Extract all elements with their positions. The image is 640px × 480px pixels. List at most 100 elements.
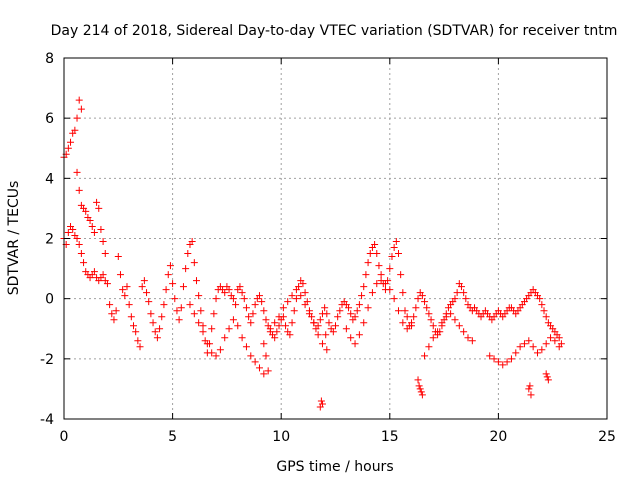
data-point-0-5 — [71, 126, 79, 134]
data-point-0-347 — [544, 376, 552, 384]
data-point-0-164 — [373, 250, 381, 258]
data-point-0-289 — [368, 289, 376, 297]
data-point-0-239 — [536, 295, 544, 303]
data-point-0-7 — [75, 186, 83, 194]
data-point-0-344 — [527, 391, 535, 399]
data-point-0-50 — [125, 301, 133, 309]
data-point-0-67 — [162, 286, 170, 294]
data-point-0-144 — [329, 328, 337, 336]
x-tick-label-3: 15 — [381, 429, 399, 445]
data-point-0-174 — [394, 250, 402, 258]
data-point-0-317 — [512, 349, 520, 357]
data-point-0-248 — [555, 334, 563, 342]
data-point-0-342 — [525, 385, 533, 393]
data-point-0-283 — [342, 325, 350, 333]
data-point-0-252 — [195, 319, 203, 327]
data-point-0-272 — [279, 304, 287, 312]
data-point-0-103 — [240, 295, 248, 303]
data-point-0-300 — [425, 343, 433, 351]
data-point-0-343 — [526, 382, 534, 390]
data-point-0-82 — [195, 292, 203, 300]
data-point-0-26 — [73, 235, 81, 242]
data-point-0-57 — [140, 277, 148, 285]
data-point-0-170 — [386, 265, 394, 273]
data-point-0-340 — [417, 388, 425, 396]
data-point-0-176 — [399, 289, 407, 297]
data-point-0-22 — [64, 228, 72, 236]
data-point-0-125 — [288, 319, 296, 327]
data-point-0-255 — [208, 349, 216, 357]
data-point-0-320 — [525, 337, 533, 345]
data-point-0-171 — [388, 253, 396, 261]
data-point-0-104 — [242, 304, 250, 312]
data-point-0-284 — [347, 334, 355, 342]
data-point-0-279 — [310, 319, 318, 327]
data-point-0-161 — [366, 250, 374, 258]
data-point-0-145 — [332, 322, 339, 330]
data-point-0-142 — [325, 319, 333, 327]
data-point-0-286 — [355, 331, 363, 339]
data-point-0-336 — [322, 331, 330, 339]
data-point-0-98 — [229, 295, 237, 303]
data-point-0-160 — [364, 259, 372, 267]
data-point-0-190 — [429, 322, 437, 330]
data-point-0-296 — [399, 319, 407, 327]
data-point-0-305 — [447, 310, 455, 318]
data-point-0-15 — [93, 198, 101, 206]
data-point-0-273 — [284, 298, 292, 306]
data-point-0-71 — [171, 295, 179, 303]
data-point-0-269 — [266, 325, 274, 333]
data-point-0-70 — [169, 280, 177, 288]
data-point-0-304 — [442, 313, 450, 321]
data-point-0-185 — [418, 292, 426, 300]
data-point-0-29 — [80, 259, 88, 267]
data-point-0-34 — [90, 268, 98, 276]
data-point-0-28 — [77, 250, 85, 258]
data-point-0-298 — [408, 322, 416, 330]
data-point-0-108 — [251, 301, 259, 309]
data-point-0-337 — [414, 376, 422, 384]
data-point-0-285 — [351, 340, 359, 348]
data-point-0-90 — [212, 295, 220, 303]
data-point-0-331 — [260, 340, 268, 348]
data-point-0-287 — [360, 319, 368, 327]
data-point-0-89 — [210, 310, 218, 318]
data-point-0-60 — [147, 310, 155, 318]
data-point-0-188 — [425, 310, 433, 318]
data-point-0-321 — [529, 343, 537, 351]
data-point-0-332 — [262, 352, 270, 360]
data-point-0-151 — [345, 304, 353, 312]
data-point-0-94 — [221, 289, 229, 297]
data-point-0-271 — [275, 313, 283, 321]
data-point-0-126 — [290, 307, 298, 315]
y-tick-label-5: 6 — [45, 111, 54, 127]
data-point-0-63 — [153, 334, 161, 342]
data-point-0-201 — [453, 289, 461, 297]
data-point-0-141 — [323, 310, 331, 318]
data-point-0-56 — [138, 283, 146, 291]
data-point-0-260 — [229, 316, 237, 324]
data-point-0-51 — [127, 313, 135, 321]
data-point-0-52 — [130, 322, 138, 330]
data-point-0-334 — [317, 397, 325, 405]
data-point-0-182 — [412, 304, 420, 312]
y-tick-label-2: 0 — [45, 292, 54, 308]
data-point-0-45 — [114, 253, 122, 261]
x-tick-label-5: 25 — [598, 429, 616, 445]
data-point-0-122 — [282, 322, 290, 330]
data-point-0-96 — [225, 286, 233, 294]
data-point-0-339 — [416, 385, 424, 393]
data-point-0-46 — [116, 271, 124, 279]
data-point-0-77 — [184, 250, 192, 258]
data-point-0-303 — [438, 319, 446, 327]
data-point-0-59 — [145, 298, 153, 306]
data-point-0-137 — [314, 322, 322, 330]
x-axis-label: GPS time / hours — [276, 459, 393, 475]
data-point-0-88 — [208, 325, 216, 333]
data-point-0-292 — [381, 280, 389, 288]
data-point-0-64 — [156, 325, 164, 333]
data-point-0-41 — [106, 301, 114, 309]
y-tick-label-4: 4 — [45, 171, 54, 187]
y-tick-label-0: -4 — [40, 412, 54, 428]
data-point-0-264 — [247, 352, 255, 360]
